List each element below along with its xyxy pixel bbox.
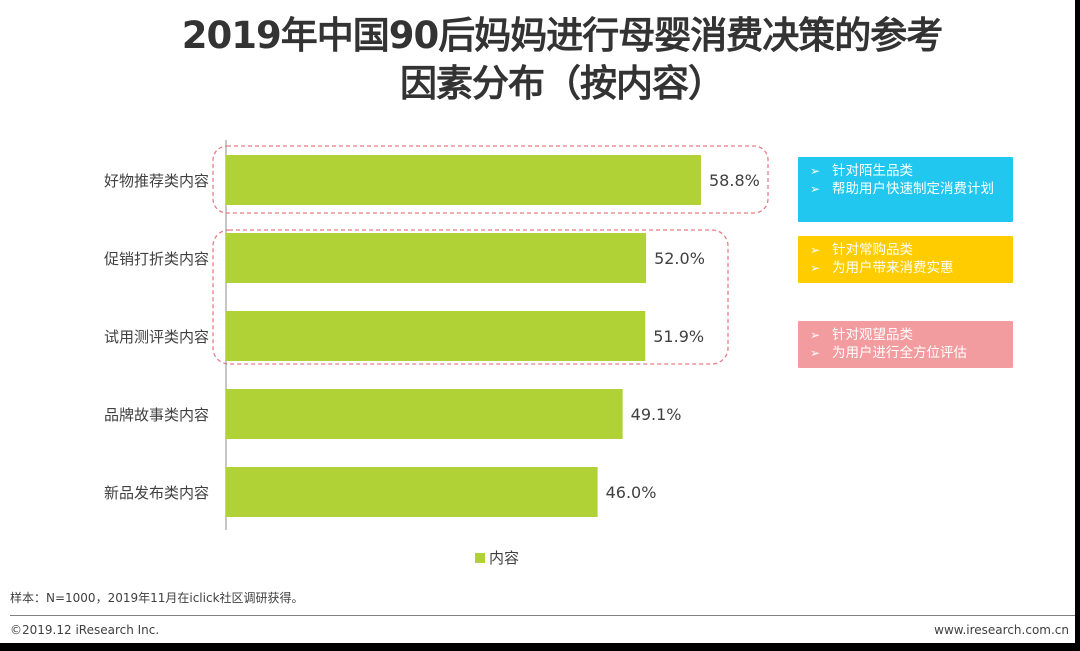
bar [226,311,646,361]
note-item: 为用户进行全方位评估 [808,344,1005,362]
copyright: ©2019.12 iResearch Inc. [10,623,160,637]
sample-note: 样本：N=1000，2019年11月在iclick社区调研获得。 [10,591,304,605]
bar [226,389,623,439]
page-title: 2019年中国90后妈妈进行母婴消费决策的参考 因素分布（按内容） [0,12,1075,108]
bar [226,155,701,205]
category-label: 试用测评类内容 [104,328,209,346]
legend-label: 内容 [489,549,520,567]
title-line-2: 因素分布（按内容） [400,62,725,105]
bar [226,467,598,517]
note-item: 为用户带来消费实惠 [808,259,1005,277]
note-item: 针对陌生品类 [808,162,1005,180]
data-label: 51.9% [653,327,704,346]
note-item: 针对常购品类 [808,241,1005,259]
category-label: 促销打折类内容 [104,250,209,268]
data-label: 52.0% [654,249,705,268]
highlight-frame-top [212,145,769,214]
note-item: 帮助用户快速制定消费计划 [808,180,1005,198]
note-box-hesitant: 针对观望品类 为用户进行全方位评估 [798,321,1013,368]
data-label: 58.8% [709,171,760,190]
note-box-frequent: 针对常购品类 为用户带来消费实惠 [798,236,1013,283]
data-label: 49.1% [631,405,682,424]
legend-swatch [475,552,485,563]
category-label: 好物推荐类内容 [104,172,209,190]
category-label: 新品发布类内容 [104,484,209,502]
note-item: 针对观望品类 [808,326,1005,344]
highlight-frame-middle [212,229,729,365]
note-box-unfamiliar: 针对陌生品类 帮助用户快速制定消费计划 [798,157,1013,222]
data-label: 46.0% [606,483,657,502]
category-label: 品牌故事类内容 [104,406,209,424]
footer-divider [10,615,1075,616]
bar [226,233,647,283]
title-line-1: 2019年中国90后妈妈进行母婴消费决策的参考 [181,14,943,57]
chart-legend: 内容 [475,547,519,568]
website-link[interactable]: www.iresearch.com.cn [934,623,1069,637]
